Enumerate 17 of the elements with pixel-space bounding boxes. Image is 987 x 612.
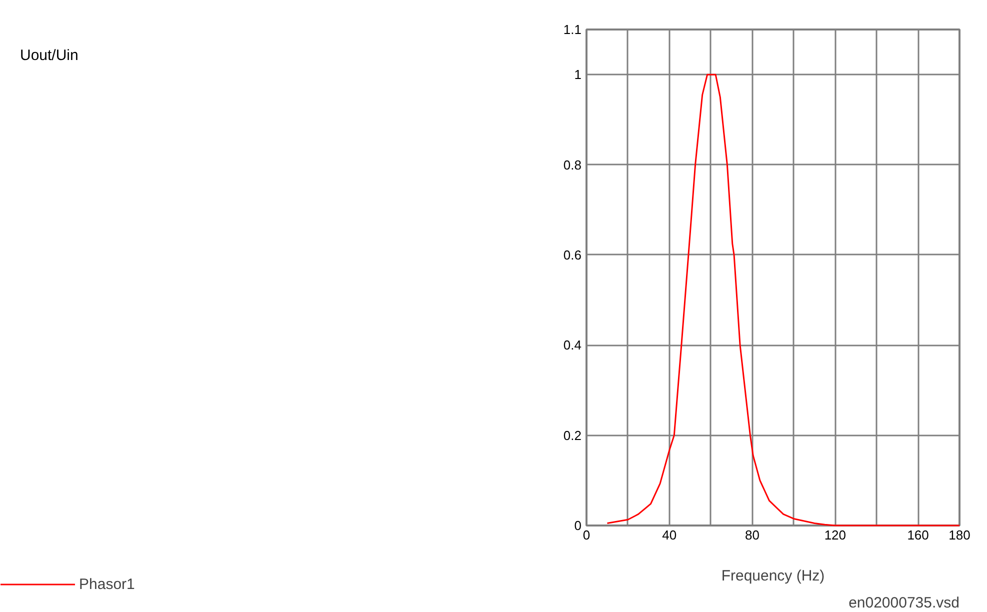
y-tick-label: 0.8 bbox=[563, 157, 582, 172]
y-tick-label: 0 bbox=[574, 518, 582, 533]
text: Uout/Uin bbox=[20, 46, 78, 66]
y-tick-label: 0.2 bbox=[563, 428, 582, 443]
text: en02000735.vsd bbox=[848, 594, 960, 612]
x-tick-label: 40 bbox=[662, 528, 677, 542]
x-tick-label: 180 bbox=[948, 528, 970, 542]
y-tick-label: 1 bbox=[574, 67, 582, 82]
x-tick-label: 80 bbox=[745, 528, 760, 542]
legend-label: Phasor1 bbox=[79, 576, 135, 592]
line-series bbox=[606, 74, 960, 526]
x-axis-title: Frequency (Hz) bbox=[721, 568, 825, 584]
y-tick-label: 0.4 bbox=[563, 338, 582, 353]
y-tick-label: 0.6 bbox=[563, 247, 582, 262]
y-tick-label: 1.1 bbox=[563, 22, 582, 37]
x-tick-label: 160 bbox=[907, 528, 929, 542]
x-tick-label: 120 bbox=[824, 528, 846, 542]
